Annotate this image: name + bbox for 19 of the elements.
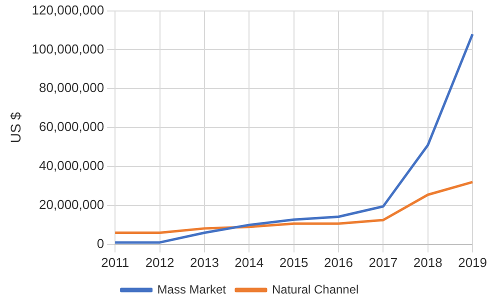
- x-tick-label: 2016: [324, 254, 353, 270]
- x-tick-label: 2011: [101, 254, 130, 270]
- legend-label: Mass Market: [157, 282, 227, 296]
- y-tick-label: 120,000,000: [32, 2, 104, 18]
- y-tick-label: 20,000,000: [39, 197, 104, 212]
- y-tick-label: 100,000,000: [32, 41, 104, 56]
- y-tick-label: 80,000,000: [39, 80, 104, 96]
- y-axis-title: US $: [7, 112, 24, 144]
- legend-label: Natural Channel: [272, 282, 359, 296]
- x-tick-label: 2013: [190, 254, 219, 270]
- x-tick-label: 2015: [279, 254, 308, 270]
- x-tick-label: 2014: [234, 254, 264, 270]
- y-tick-label: 40,000,000: [39, 158, 104, 174]
- x-tick-label: 2019: [458, 254, 487, 270]
- x-tick-label: 2017: [368, 254, 398, 270]
- y-tick-label: 60,000,000: [39, 119, 104, 134]
- x-tick-label: 2018: [413, 254, 442, 270]
- y-tick-label: 0: [96, 236, 104, 251]
- x-tick-label: 2012: [145, 254, 174, 270]
